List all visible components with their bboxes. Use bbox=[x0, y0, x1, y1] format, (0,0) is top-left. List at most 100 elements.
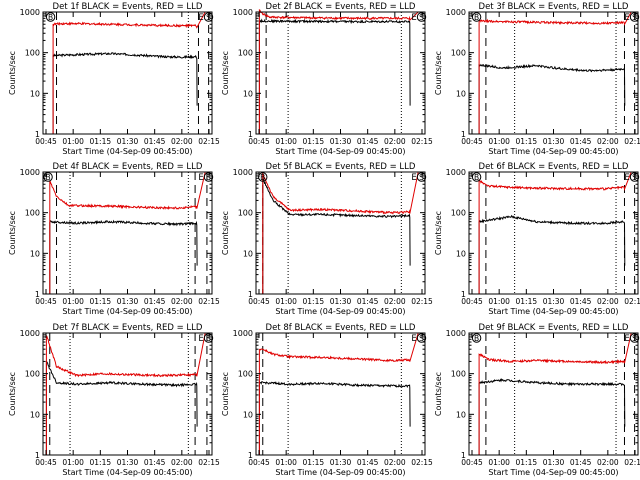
y-tick-label: 1000 bbox=[233, 8, 253, 17]
y-axis-label: Counts/sec bbox=[8, 372, 17, 416]
x-tick-label: 01:15 bbox=[303, 297, 325, 306]
x-tick-label: 00:45 bbox=[248, 137, 270, 146]
y-axis-label: Counts/sec bbox=[434, 51, 443, 95]
y-tick-label: 1 bbox=[35, 451, 40, 460]
flag-s-label: S bbox=[632, 13, 637, 22]
flag-s-label: S bbox=[206, 13, 211, 22]
y-tick-label: 10 bbox=[243, 249, 253, 258]
y-axis-label: Counts/sec bbox=[434, 211, 443, 255]
x-tick-label: 02:00 bbox=[597, 137, 619, 146]
chart-panel-6: Det 6f BLACK = Events, RED = LLD 1 10 100 10… bbox=[434, 162, 640, 316]
chart-panel-9: Det 9f BLACK = Events, RED = LLD 1 10 100 10… bbox=[434, 323, 640, 477]
x-tick-label: 02:15 bbox=[198, 297, 220, 306]
x-tick-label: 01:45 bbox=[357, 297, 379, 306]
y-tick-label: 1 bbox=[248, 451, 253, 460]
x-tick-label: 00:45 bbox=[35, 458, 57, 467]
flag-s-label: S bbox=[632, 173, 637, 182]
x-tick-label: 00:45 bbox=[248, 297, 270, 306]
x-tick-label: 02:15 bbox=[624, 297, 640, 306]
flag-s-circle bbox=[416, 172, 427, 182]
flag-b-label: B bbox=[260, 173, 265, 182]
y-tick-label: 1 bbox=[461, 451, 466, 460]
flag-e-label: E bbox=[198, 173, 203, 183]
x-tick-label: 00:45 bbox=[461, 458, 483, 467]
x-tick-label: 02:15 bbox=[411, 297, 433, 306]
y-tick-label: 10 bbox=[456, 410, 466, 419]
x-tick-label: 00:45 bbox=[461, 137, 483, 146]
x-axis-label: Start Time (04-Sep-09 00:45:00) bbox=[62, 307, 192, 316]
x-tick-label: 01:00 bbox=[275, 137, 297, 146]
x-tick-label: 01:15 bbox=[303, 458, 325, 467]
series-lld-line bbox=[49, 171, 206, 294]
x-tick-label: 02:15 bbox=[624, 458, 640, 467]
x-tick-label: 00:45 bbox=[35, 297, 57, 306]
x-axis-label: Start Time (04-Sep-09 00:45:00) bbox=[62, 147, 192, 156]
flag-b-label: B bbox=[48, 13, 53, 22]
y-tick-label: 100 bbox=[451, 49, 466, 58]
x-tick-label: 01:15 bbox=[516, 137, 538, 146]
x-tick-label: 01:00 bbox=[488, 137, 510, 146]
plot-frame bbox=[468, 11, 639, 135]
plot-frame bbox=[255, 171, 426, 295]
flag-b-circle bbox=[258, 172, 268, 182]
y-tick-label: 100 bbox=[25, 209, 40, 218]
y-tick-label: 10 bbox=[243, 89, 253, 98]
flag-b-circle bbox=[43, 172, 53, 182]
chart-panel-2: Det 2f BLACK = Events, RED = LLD 1 10 100 10… bbox=[221, 2, 433, 156]
x-tick-label: 02:15 bbox=[624, 137, 640, 146]
series-events-line bbox=[478, 63, 626, 134]
y-axis-label: Counts/sec bbox=[8, 211, 17, 255]
x-tick-label: 01:45 bbox=[357, 137, 379, 146]
x-tick-label: 01:30 bbox=[543, 297, 565, 306]
y-tick-label: 1 bbox=[461, 130, 466, 139]
series-lld-line bbox=[52, 11, 206, 134]
y-tick-label: 10 bbox=[243, 410, 253, 419]
chart-panel-3: Det 3f BLACK = Events, RED = LLD 1 10 100 10… bbox=[434, 2, 640, 156]
flag-s-circle bbox=[416, 333, 427, 343]
plot-frame bbox=[42, 171, 213, 295]
x-tick-label: 01:15 bbox=[303, 137, 325, 146]
flag-e-label: E bbox=[624, 334, 629, 344]
series-lld-line bbox=[45, 332, 206, 455]
x-tick-label: 01:45 bbox=[570, 137, 592, 146]
chart-panel-1: Det 1f BLACK = Events, RED = LLD 1 10 100 10… bbox=[8, 2, 220, 156]
x-tick-label: 01:45 bbox=[144, 458, 166, 467]
flag-e-label: E bbox=[624, 13, 629, 23]
y-tick-label: 1000 bbox=[20, 8, 40, 17]
x-tick-label: 01:15 bbox=[516, 297, 538, 306]
x-tick-label: 02:00 bbox=[384, 297, 406, 306]
series-lld-line bbox=[258, 9, 419, 134]
chart-panel-8: Det 8f BLACK = Events, RED = LLD 1 10 100 10… bbox=[221, 323, 433, 477]
x-tick-label: 02:15 bbox=[411, 458, 433, 467]
flag-s-circle bbox=[203, 333, 214, 343]
flag-b-circle bbox=[471, 12, 482, 22]
x-axis-label: Start Time (04-Sep-09 00:45:00) bbox=[488, 147, 618, 156]
x-tick-label: 01:00 bbox=[62, 458, 84, 467]
x-tick-label: 01:30 bbox=[117, 297, 139, 306]
flag-b-label: B bbox=[474, 334, 479, 343]
flag-b-label: B bbox=[45, 173, 50, 182]
x-axis-label: Start Time (04-Sep-09 00:45:00) bbox=[62, 468, 192, 477]
chart-panel-4: Det 4f BLACK = Events, RED = LLD 1 10 100 10… bbox=[8, 162, 220, 316]
x-tick-label: 01:45 bbox=[144, 137, 166, 146]
series-lld-line bbox=[262, 171, 419, 294]
x-tick-label: 02:15 bbox=[198, 458, 220, 467]
plot-frame bbox=[42, 11, 213, 135]
series-lld-line bbox=[478, 171, 632, 294]
y-tick-label: 10 bbox=[30, 89, 40, 98]
flag-s-label: S bbox=[632, 334, 637, 343]
y-tick-label: 1 bbox=[35, 130, 40, 139]
series-lld-line bbox=[478, 11, 632, 134]
series-events-line bbox=[258, 380, 411, 455]
flag-b-label: B bbox=[474, 173, 479, 182]
flag-s-label: S bbox=[419, 173, 424, 182]
y-tick-label: 1 bbox=[461, 290, 466, 299]
chart-title: Det 4f BLACK = Events, RED = LLD bbox=[53, 162, 203, 172]
x-axis-label: Start Time (04-Sep-09 00:45:00) bbox=[488, 307, 618, 316]
x-tick-label: 01:00 bbox=[62, 297, 84, 306]
x-tick-label: 02:00 bbox=[384, 458, 406, 467]
y-tick-label: 1000 bbox=[20, 168, 40, 177]
plot-frame bbox=[468, 171, 639, 295]
flag-b-label: B bbox=[474, 13, 479, 22]
